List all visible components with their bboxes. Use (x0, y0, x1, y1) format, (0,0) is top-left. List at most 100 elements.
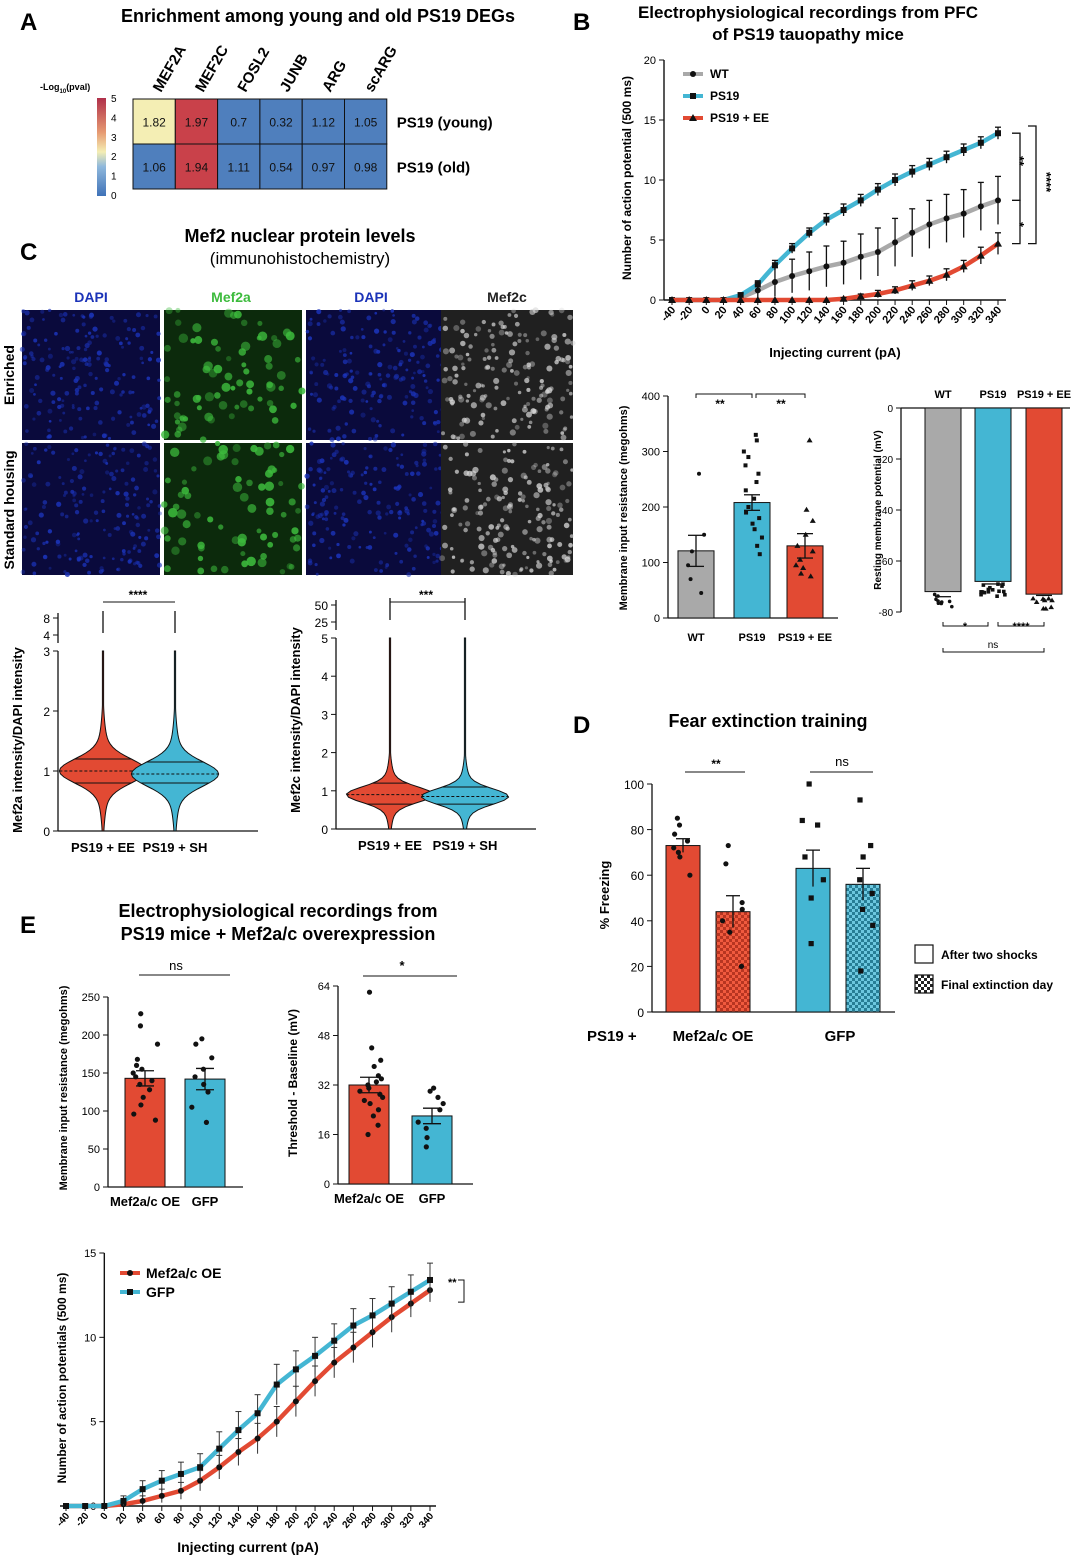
b-point (840, 259, 847, 266)
e-line-point (235, 1427, 242, 1434)
micrograph-nucleus (363, 494, 369, 501)
micrograph-nucleus (508, 358, 514, 364)
b-point (857, 253, 864, 260)
micrograph-nucleus (114, 380, 120, 386)
micrograph-nucleus (84, 459, 87, 463)
channel-label-mef2a: Mef2a (211, 289, 251, 305)
e-bar-point (427, 1088, 433, 1094)
d-point (739, 899, 745, 906)
micrograph-nucleus (191, 466, 197, 472)
micrograph-nucleus (130, 531, 136, 537)
heatmap-cell (217, 143, 261, 190)
micrograph-nucleus (497, 531, 504, 538)
micrograph-nucleus (246, 479, 253, 487)
b-bar2-point (982, 590, 987, 595)
micrograph-nucleus (320, 512, 324, 517)
b-bar2-point (1033, 599, 1040, 604)
micrograph-nucleus (260, 553, 267, 560)
d-point (799, 817, 805, 824)
e-bar-tick-label: 32 (318, 1080, 330, 1092)
micrograph-nucleus (360, 473, 364, 477)
violin-break-tick-label: 50 (315, 599, 329, 613)
micrograph-nucleus (171, 546, 180, 555)
micrograph-nucleus (425, 386, 429, 390)
b-bar1-point (809, 517, 816, 523)
b-point (942, 270, 951, 278)
micrograph-nucleus (402, 340, 406, 343)
micrograph-nucleus (367, 509, 372, 515)
e-line-point (427, 1276, 433, 1283)
micrograph-nucleus (107, 436, 112, 440)
violin-break-tick-label: 4 (43, 629, 50, 643)
b-bracket-bottom (1012, 199, 1021, 245)
micrograph-nucleus (527, 519, 532, 524)
heatmap-cell (132, 98, 176, 145)
e-bar (124, 1077, 166, 1188)
b-point (977, 139, 984, 146)
b-bar2-point (996, 582, 1000, 586)
micrograph-nucleus (231, 536, 240, 545)
micrograph-nucleus (490, 434, 495, 439)
violin-shape (345, 637, 435, 830)
micrograph-nucleus (546, 524, 552, 530)
micrograph-nucleus (116, 567, 121, 572)
micrograph-nucleus (256, 528, 262, 534)
d-legend-2: Final extinction day (941, 978, 1053, 992)
micrograph-nucleus (293, 544, 301, 552)
b-bar1-tick-label: 100 (642, 558, 660, 570)
micrograph-nucleus (501, 495, 505, 500)
micrograph-nucleus (329, 385, 334, 390)
micrograph-nucleus (427, 398, 433, 404)
b-point (892, 239, 899, 246)
micrograph-nucleus (111, 451, 116, 456)
micrograph-nucleus (157, 378, 161, 382)
micrograph-nucleus (124, 502, 130, 507)
fear-extinction-chart: % Freezing ** ns PS19 + Mef2a/c OE GFP A… (587, 754, 1053, 1045)
d-point (723, 861, 729, 867)
micrograph-nucleus (361, 490, 366, 496)
micrograph-nucleus (544, 343, 551, 350)
micrograph-nucleus (62, 411, 66, 415)
micrograph-nucleus (503, 490, 508, 496)
micrograph-nucleus (371, 390, 376, 396)
micrograph-nucleus (47, 353, 53, 359)
e-bar-category: Mef2a/c OE (110, 1194, 180, 1209)
b-point (789, 273, 796, 279)
micrograph-nucleus (400, 453, 404, 457)
b-bar1-point (797, 556, 804, 562)
micrograph-nucleus (130, 477, 136, 482)
micrograph-nucleus (330, 442, 336, 448)
b-x-tick-label: 340 (983, 304, 1004, 326)
micrograph-nucleus (316, 467, 322, 473)
micrograph-nucleus (472, 389, 477, 393)
micrograph-nucleus (447, 487, 453, 492)
micrograph-nucleus (449, 347, 456, 354)
micrograph-nucleus (341, 441, 345, 446)
micrograph-nucleus (404, 472, 409, 476)
micrograph-nucleus (95, 334, 99, 338)
micrograph-nucleus (414, 460, 419, 465)
row-label-standard: Standard housing (1, 451, 17, 570)
micrograph-nucleus (131, 390, 135, 394)
micrograph-nucleus (36, 547, 40, 551)
micrograph-nucleus (442, 542, 448, 549)
micrograph-nucleus (82, 486, 87, 491)
e-line-point (331, 1359, 338, 1366)
e-bar (411, 1115, 453, 1185)
micrograph-nucleus (568, 542, 573, 548)
micrograph-nucleus (160, 430, 170, 439)
micrograph-nucleus (74, 549, 78, 553)
micrograph-nucleus (511, 418, 517, 424)
e-line-point (177, 1470, 184, 1477)
micrograph-nucleus (565, 369, 572, 376)
micrograph-nucleus (27, 473, 33, 479)
b-bar2-category: PS19 (980, 389, 1007, 401)
micrograph-nucleus (507, 448, 511, 453)
micrograph-nucleus (379, 569, 383, 573)
micrograph-nucleus (83, 347, 88, 352)
micrograph-nucleus (45, 481, 51, 487)
e-line-point (273, 1418, 280, 1425)
micrograph-nucleus (144, 536, 149, 541)
micrograph-nucleus (98, 420, 103, 425)
b-bar1-point (702, 532, 707, 537)
